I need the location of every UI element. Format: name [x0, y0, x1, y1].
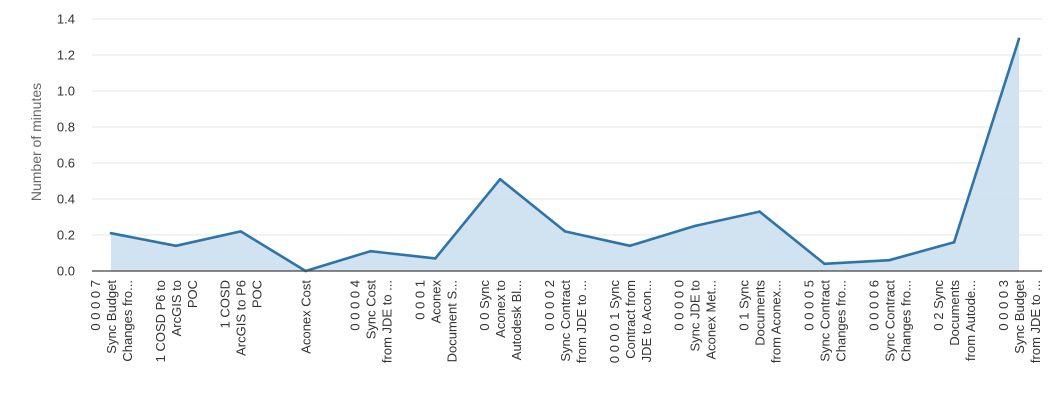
- data-point: [433, 257, 437, 260]
- series-area: [109, 37, 1021, 273]
- x-tick-label: Sync Cost: [363, 280, 378, 340]
- data-point: [174, 244, 178, 248]
- x-tick-group: 0 0 0 0 5 Sync Contract Changes fro...: [801, 280, 848, 362]
- data-point: [952, 240, 956, 244]
- data-point: [887, 258, 891, 262]
- x-tick-label: Aconex Met...: [704, 280, 719, 359]
- x-tick-label: from Autode...: [963, 280, 978, 361]
- x-tick-label: 0 0 0 0 7: [88, 280, 103, 331]
- x-tick-label: ArcGIS to P6: [234, 280, 249, 356]
- x-tick-label: 0 0 0 0 6: [866, 280, 881, 331]
- data-point: [628, 244, 632, 248]
- x-tick-label: Changes fro...: [898, 280, 913, 362]
- y-tick-label: 1.2: [57, 48, 75, 63]
- x-tick-group: 0 0 0 0 7 Sync Budget Changes fro...: [88, 280, 135, 362]
- x-tick-label: Sync JDE to: [688, 280, 703, 352]
- x-tick-label: ArcGIS to: [169, 280, 184, 336]
- x-tick-label: Aconex Cost: [299, 280, 314, 354]
- x-tick-label: Autodesk Bl...: [509, 280, 524, 360]
- y-tick-label: 0.8: [57, 120, 75, 135]
- x-tick-group: 0 0 0 0 3 Sync Budget from JDE to ...: [996, 280, 1043, 363]
- x-tick-group: 1 COSD ArcGIS to P6 POC: [218, 280, 265, 356]
- x-tick-label: Changes fro...: [833, 280, 848, 362]
- x-tick-label: from JDE to ...: [1028, 280, 1043, 363]
- x-tick-label: 0 0 0 0 3: [996, 280, 1011, 331]
- x-tick-label: Aconex: [428, 280, 443, 324]
- x-tick-label: JDE to Acon...: [639, 280, 654, 362]
- x-tick-group: Aconex Cost: [299, 280, 314, 354]
- data-point: [693, 224, 697, 228]
- x-tick-group: 0 0 Sync Aconex to Autodesk Bl...: [477, 280, 524, 361]
- y-tick-label: 1.0: [57, 84, 75, 99]
- x-tick-labels: 0 0 0 0 7 Sync Budget Changes fro... 1 COSD…: [88, 280, 1043, 364]
- y-tick-label: 0.4: [57, 192, 75, 207]
- x-tick-label: Sync Budget: [104, 280, 119, 354]
- x-tick-label: 0 0 0 0 1 Sync: [607, 280, 622, 364]
- x-tick-label: from JDE to ...: [574, 280, 589, 363]
- data-point: [498, 177, 502, 181]
- x-tick-label: Documents: [753, 280, 768, 346]
- x-tick-label: 0 0 0 0 0: [672, 280, 687, 331]
- data-point: [109, 231, 113, 235]
- x-tick-label: Sync Budget: [1012, 280, 1027, 354]
- series-area-fill: [111, 38, 1019, 271]
- x-tick-label: 1 COSD P6 to: [153, 280, 168, 362]
- x-tick-label: 1 COSD: [218, 280, 233, 328]
- x-tick-group: 0 0 0 1 Aconex Document S...: [412, 280, 459, 363]
- gridlines: [92, 18, 1042, 236]
- x-tick-group: 0 0 0 0 1 Sync Contract from JDE to Acon..…: [607, 280, 654, 364]
- x-tick-group: 0 2 Sync Documents from Autode...: [931, 280, 978, 361]
- data-point: [1017, 37, 1021, 41]
- x-tick-label: Document S...: [444, 280, 459, 362]
- x-tick-group: 0 0 0 0 6 Sync Contract Changes fro...: [866, 280, 913, 362]
- x-tick-label: from Aconex...: [769, 280, 784, 363]
- y-tick-label: 0.0: [57, 264, 75, 279]
- data-point: [758, 210, 761, 213]
- x-tick-group: 1 COSD P6 to ArcGIS to POC: [153, 280, 200, 362]
- x-tick-label: 0 0 0 0 4: [347, 280, 362, 331]
- x-tick-label: from JDE to ...: [379, 280, 394, 363]
- x-tick-label: 0 0 Sync: [477, 280, 492, 331]
- y-tick-labels: 0.0 0.2 0.4 0.6 0.8 1.0 1.2 1.4: [57, 12, 75, 279]
- y-tick-label: 0.2: [57, 228, 75, 243]
- x-tick-label: POC: [250, 280, 265, 308]
- x-tick-group: 0 1 Sync Documents from Aconex...: [737, 280, 784, 364]
- x-tick-label: 0 2 Sync: [931, 280, 946, 331]
- x-tick-label: Aconex to: [493, 280, 508, 338]
- x-tick-label: Changes fro...: [120, 280, 135, 362]
- data-point: [239, 230, 243, 233]
- y-axis-label: Number of minutes: [28, 83, 44, 201]
- x-tick-group: 0 0 0 0 4 Sync Cost from JDE to ...: [347, 280, 394, 363]
- x-tick-label: 0 0 0 0 5: [801, 280, 816, 331]
- data-point: [823, 262, 826, 266]
- x-tick-label: Documents: [947, 280, 962, 346]
- x-tick-label: Contract from: [623, 280, 638, 359]
- x-tick-label: 0 0 0 0 2: [542, 280, 557, 331]
- data-point: [563, 230, 567, 233]
- data-point: [369, 249, 372, 253]
- x-tick-label: Sync Contract: [817, 280, 832, 362]
- y-tick-label: 0.6: [57, 156, 75, 171]
- x-tick-label: 0 0 0 1: [412, 280, 427, 320]
- x-tick-label: 0 1 Sync: [737, 280, 752, 331]
- y-tick-label: 1.4: [57, 12, 75, 27]
- x-tick-label: Sync Contract: [882, 280, 897, 362]
- x-tick-label: POC: [185, 280, 200, 308]
- x-tick-group: 0 0 0 0 0 Sync JDE to Aconex Met...: [672, 280, 719, 359]
- x-tick-label: Sync Contract: [558, 280, 573, 362]
- x-tick-group: 0 0 0 0 2 Sync Contract from JDE to ...: [542, 280, 589, 363]
